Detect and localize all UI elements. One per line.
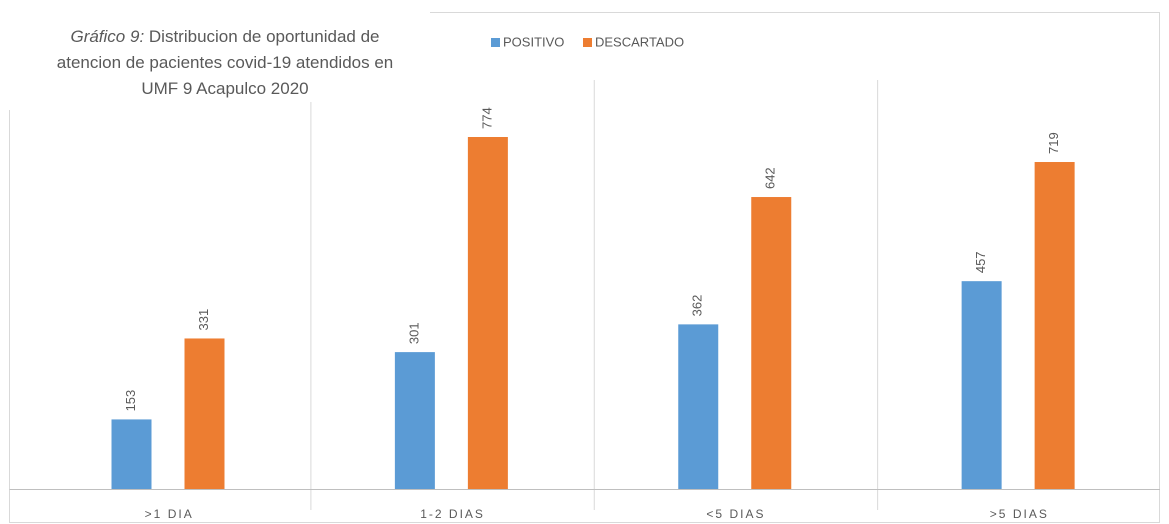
- data-label: 774: [479, 107, 494, 129]
- bar: [961, 281, 1002, 489]
- data-label: 719: [1046, 132, 1061, 154]
- bar: [1034, 162, 1075, 489]
- title-text: Distribucion de oportunidad de atencion …: [56, 27, 394, 98]
- legend-swatch: [491, 38, 500, 47]
- bar: [111, 419, 152, 489]
- bar: [678, 324, 719, 489]
- x-tick-label: <5 DIAS: [706, 507, 765, 521]
- x-tick-label: >5 DIAS: [990, 507, 1049, 521]
- data-label: 331: [196, 309, 211, 331]
- data-label: 362: [690, 295, 705, 317]
- bar: [394, 352, 435, 489]
- legend-swatch: [583, 38, 592, 47]
- bar: [467, 137, 508, 489]
- data-label: 153: [123, 390, 138, 412]
- chart-title: Gráfico 9: Distribucion de oportunidad d…: [50, 24, 400, 102]
- bar: [751, 197, 792, 489]
- legend-label: POSITIVO: [503, 34, 564, 49]
- x-tick-label: >1 DIA: [145, 507, 194, 521]
- title-label: Gráfico 9:: [70, 27, 145, 46]
- chart-border: [9, 12, 1160, 523]
- data-label: 642: [763, 167, 778, 189]
- bar: [184, 338, 225, 489]
- data-label: 301: [406, 322, 421, 344]
- x-tick-label: 1-2 DIAS: [420, 507, 485, 521]
- legend-label: DESCARTADO: [595, 34, 684, 49]
- data-label: 457: [973, 251, 988, 273]
